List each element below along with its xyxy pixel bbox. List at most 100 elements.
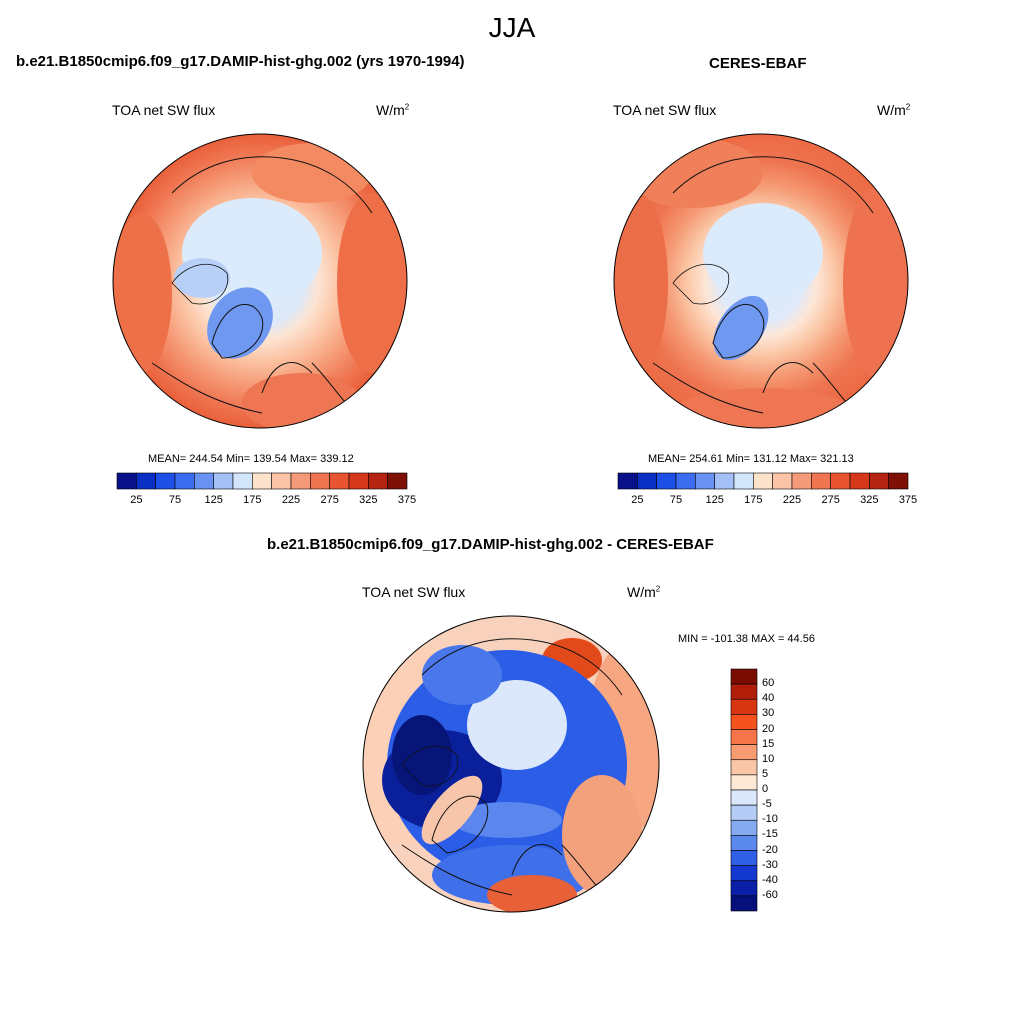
panel-3-colorbar-swatch [730, 804, 758, 821]
panel-2-colorbar-swatch [791, 472, 812, 490]
panel-3-colorbar-tick-label: -15 [762, 828, 778, 841]
panel-1-stats: MEAN= 244.54 Min= 139.54 Max= 339.12 [148, 453, 354, 465]
panel-2-colorbar [617, 472, 909, 490]
panel-3-colorbar [730, 668, 758, 912]
panel-1-colorbar-tick-label: 25 [130, 494, 143, 506]
panel-2-colorbar-swatch [811, 472, 831, 490]
panel-2-colorbar-labels: 25 75 125 175 225 275 325 375 [618, 494, 917, 508]
panel-1-colorbar-swatch [252, 472, 272, 490]
panel-1-variable: TOA net SW flux [112, 102, 216, 118]
panel-3-colorbar-swatch [730, 759, 758, 776]
panel-1-colorbar-tick-label: 375 [397, 494, 417, 506]
panel-1-colorbar-swatch [174, 472, 195, 490]
panel-1-units: W/m2 [376, 102, 410, 118]
panel-2-colorbar-tick-label: 25 [631, 494, 644, 506]
panel-1-colorbar-swatch [136, 472, 156, 490]
panel-3-colorbar-tick-label: 20 [762, 722, 775, 735]
panel-3-colorbar-swatch [730, 714, 758, 730]
panel-1-colorbar-swatch [290, 472, 311, 490]
panel-3-colorbar-tick-label: 10 [762, 752, 775, 765]
panel-3-colorbar-swatch [730, 835, 758, 851]
panel-2-colorbar-swatch [830, 472, 851, 490]
panel-1-polar-map [112, 133, 408, 429]
panel-1-colorbar-labels: 25 75 125 175 225 275 325 375 [117, 494, 416, 508]
panel-3-colorbar-tick-label: -60 [762, 888, 778, 901]
panel-2-colorbar-tick-label: 125 [705, 494, 724, 506]
panel-3-colorbar-tick-label: -40 [762, 873, 778, 886]
panel-3-colorbar-swatch [730, 819, 758, 836]
panel-2-colorbar-swatch [888, 472, 909, 490]
panel-3-colorbar-tick-label: 60 [762, 677, 775, 690]
panel-2-title: CERES-EBAF [709, 55, 807, 72]
panel-1-colorbar [116, 472, 408, 490]
panel-1-colorbar-tick-label: 125 [204, 494, 223, 506]
panel-3-variable: TOA net SW flux [362, 584, 466, 600]
panel-1-colorbar-swatch [271, 472, 292, 490]
panel-3-colorbar-swatch [730, 729, 758, 745]
panel-2-colorbar-tick-label: 75 [669, 494, 683, 506]
panel-1-colorbar-tick-label: 325 [359, 494, 378, 506]
panel-3-polar-map [362, 615, 660, 913]
panel-2-colorbar-swatch [869, 472, 889, 490]
panel-2-colorbar-swatch [695, 472, 715, 490]
panel-1-colorbar-swatch [155, 472, 176, 490]
panel-3-colorbar-tick-label: 40 [762, 692, 775, 705]
panel-1-colorbar-swatch [194, 472, 214, 490]
panel-3-colorbar-swatch [730, 865, 758, 882]
panel-3-colorbar-tick-label: 0 [762, 783, 769, 795]
panel-2-units: W/m2 [877, 102, 911, 118]
panel-3-colorbar-tick-label: 15 [762, 737, 775, 750]
panel-1-greenland-region [207, 287, 273, 359]
panel-1-colorbar-swatch [368, 472, 388, 490]
panel-3-coastlines [401, 638, 623, 901]
panel-3-colorbar-tick-label: -30 [762, 858, 778, 871]
panel-3-colorbar-tick-label: -10 [762, 813, 778, 826]
panel-1-colorbar-swatch [329, 472, 350, 490]
panel-3-units: W/m2 [627, 584, 661, 600]
panel-3-colorbar-swatch [730, 698, 758, 715]
panel-2-coastlines [652, 156, 874, 419]
panel-2-colorbar-tick-label: 225 [782, 494, 802, 506]
panel-2-colorbar-tick-label: 375 [898, 494, 918, 506]
panel-1-colorbar-swatch [213, 472, 234, 490]
panel-2-colorbar-swatch [733, 472, 754, 490]
panel-2-colorbar-tick-label: 275 [821, 494, 840, 506]
panel-2-colorbar-swatch [617, 472, 638, 490]
panel-2-greenland-region [713, 295, 769, 361]
panel-2-polar-map [613, 133, 909, 429]
season-title: JJA [488, 12, 536, 43]
panel-3-colorbar-labels: 60 40 30 20 15 10 5 0 -5 -10 -15 -20 -30 -40 -60 [762, 669, 802, 911]
panel-3-colorbar-tick-label: 30 [762, 707, 775, 720]
panel-3-colorbar-swatch [730, 895, 758, 912]
panel-3-greenland-region [421, 775, 483, 845]
panel-3-colorbar-swatch [730, 774, 758, 791]
panel-3-colorbar-swatch [730, 683, 758, 700]
panel-3-stats: MIN = -101.38 MAX = 44.56 [678, 633, 815, 645]
panel-3-colorbar-swatch [730, 850, 758, 866]
panel-1-colorbar-swatch [348, 472, 369, 490]
panel-1-colorbar-swatch [232, 472, 253, 490]
panel-2-colorbar-tick-label: 325 [860, 494, 879, 506]
panel-2-variable: TOA net SW flux [613, 102, 717, 118]
panel-3-colorbar-tick-label: -20 [762, 843, 778, 856]
panel-1-colorbar-tick-label: 275 [320, 494, 339, 506]
panel-2-colorbar-swatch [753, 472, 773, 490]
panel-3-colorbar-swatch [730, 744, 758, 761]
panel-2-colorbar-swatch [675, 472, 696, 490]
panel-3-colorbar-swatch [730, 668, 758, 685]
panel-1-coastlines [151, 156, 373, 419]
panel-3-colorbar-swatch [730, 880, 758, 897]
panel-3-colorbar-swatch [730, 789, 758, 806]
panel-2-colorbar-swatch [849, 472, 870, 490]
panel-1-title: b.e21.B1850cmip6.f09_g17.DAMIP-hist-ghg.… [16, 53, 465, 70]
panel-1-colorbar-swatch [387, 472, 408, 490]
panel-2-stats: MEAN= 254.61 Min= 131.12 Max= 321.13 [648, 453, 854, 465]
panel-1-colorbar-tick-label: 225 [281, 494, 301, 506]
panel-2-colorbar-swatch [637, 472, 657, 490]
panel-2-colorbar-tick-label: 175 [744, 494, 763, 506]
panel-1-colorbar-swatch [116, 472, 137, 490]
panel-3-colorbar-tick-label: 5 [762, 767, 769, 780]
panel-1-colorbar-swatch [310, 472, 330, 490]
panel-3-colorbar-tick-label: -5 [762, 798, 772, 811]
panel-1-colorbar-tick-label: 75 [168, 494, 182, 506]
